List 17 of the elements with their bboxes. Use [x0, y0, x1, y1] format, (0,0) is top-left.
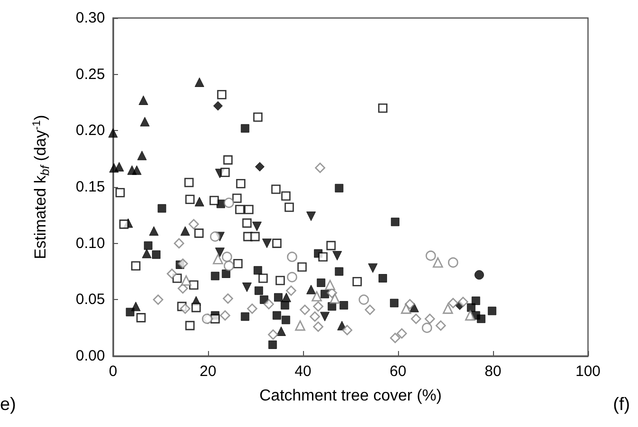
y-tick-label: 0.05 — [76, 291, 105, 308]
text: e) — [0, 394, 16, 414]
x-axis-title: Catchment tree cover (%) — [259, 388, 442, 404]
y-tick-label: 0.30 — [76, 10, 105, 26]
x-tick-label: 40 — [294, 363, 312, 380]
x-tick-label: 20 — [200, 363, 216, 380]
x-tick-label: 80 — [484, 363, 502, 380]
x-tick-label: 0 — [108, 363, 118, 380]
x-tick-label: 100 — [575, 363, 601, 380]
y-tick-label: 0.25 — [76, 66, 105, 83]
y-tick-label: 0.15 — [76, 178, 105, 196]
y-tick-label: 0.10 — [76, 234, 105, 252]
y-tick-label: 0.20 — [76, 122, 105, 140]
x-tick-label: 60 — [390, 363, 406, 380]
y-axis-title: Estimated kbf (day-1) — [31, 114, 52, 260]
text: (f) — [613, 394, 630, 414]
y-tick-label: 0.00 — [76, 348, 105, 364]
